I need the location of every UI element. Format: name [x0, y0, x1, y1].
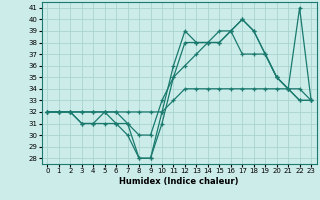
X-axis label: Humidex (Indice chaleur): Humidex (Indice chaleur) — [119, 177, 239, 186]
